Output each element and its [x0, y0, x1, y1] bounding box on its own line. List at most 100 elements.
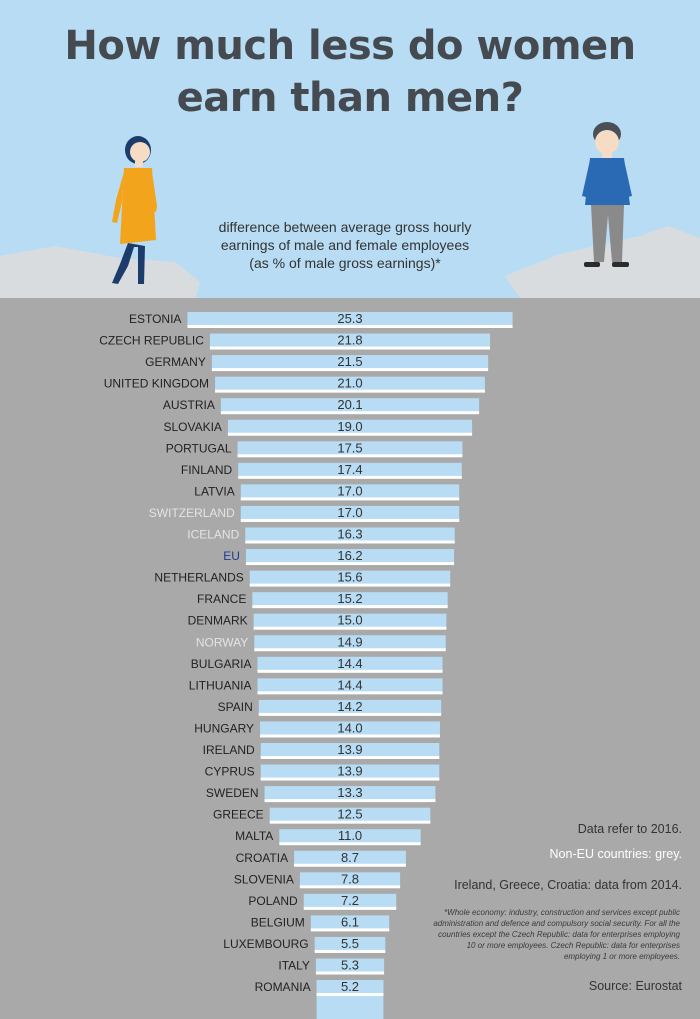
bar-highlight	[227, 432, 473, 436]
value-label: 19.0	[337, 419, 362, 434]
bar	[249, 570, 451, 585]
country-label: SWEDEN	[206, 786, 259, 800]
country-label: DENMARK	[188, 614, 248, 628]
value-label: 20.1	[337, 397, 362, 412]
value-label: 14.0	[337, 720, 362, 735]
bar-highlight	[260, 734, 440, 738]
country-label: SLOVAKIA	[163, 420, 221, 434]
bar	[257, 678, 443, 693]
country-label: HUNGARY	[194, 721, 254, 735]
country-label: BULGARIA	[191, 657, 252, 671]
woman-arm-right	[149, 172, 157, 212]
bar-highlight	[254, 648, 446, 652]
bar	[316, 980, 384, 995]
bar-highlight	[245, 562, 455, 566]
value-label: 7.2	[341, 893, 359, 908]
value-label: 12.5	[337, 807, 362, 822]
bar	[215, 376, 485, 391]
bar	[314, 936, 386, 951]
country-label: SPAIN	[218, 700, 253, 714]
country-label: CROATIA	[236, 851, 288, 865]
source-note: Source: Eurostat	[588, 979, 682, 993]
bar-highlight	[245, 540, 455, 544]
bar	[299, 872, 401, 887]
value-label: 16.2	[337, 548, 362, 563]
chart-subtitle: difference between average gross hourly …	[190, 218, 500, 272]
value-label: 21.0	[337, 376, 362, 391]
country-label: CYPRUS	[205, 765, 255, 779]
bar	[269, 807, 431, 822]
bar	[260, 764, 440, 779]
country-label: GREECE	[213, 808, 264, 822]
man-face	[595, 130, 619, 154]
value-label: 14.4	[337, 656, 362, 671]
woman-dress	[120, 168, 156, 244]
bar-highlight	[279, 842, 421, 846]
value-label: 14.9	[337, 634, 362, 649]
country-label: ROMANIA	[255, 980, 311, 994]
bar-highlight	[315, 971, 385, 975]
country-label: NETHERLANDS	[154, 571, 243, 585]
bar	[252, 592, 448, 607]
bar	[254, 635, 446, 650]
value-label: 15.0	[337, 613, 362, 628]
bar-highlight	[253, 626, 447, 630]
bar-highlight	[316, 993, 384, 997]
bar	[209, 333, 491, 348]
bar	[258, 699, 442, 714]
bar	[260, 743, 440, 757]
subtitle-line-2: earnings of male and female employees	[220, 237, 470, 253]
bar-highlight	[260, 756, 440, 759]
bar	[238, 462, 462, 477]
country-label: SWITZERLAND	[149, 506, 235, 520]
bar-highlight	[303, 906, 397, 910]
page-title: How much less do women earn than men?	[0, 20, 700, 124]
value-label: 21.8	[337, 333, 362, 348]
value-label: 17.4	[337, 462, 362, 477]
value-label: 7.8	[341, 871, 359, 886]
value-label: 5.2	[341, 979, 359, 994]
woman-face	[130, 142, 150, 162]
bar-highlight	[215, 389, 485, 393]
bar	[211, 355, 489, 370]
bar	[237, 441, 463, 456]
left-cliff-top	[0, 246, 200, 298]
country-label: FRANCE	[197, 592, 246, 606]
country-label: MALTA	[235, 829, 273, 843]
country-label: EU	[223, 549, 240, 563]
bar	[303, 893, 397, 908]
bar-highlight	[238, 475, 462, 479]
footnote: *Whole economy: industry, construction a…	[433, 908, 680, 961]
bar-highlight	[209, 346, 491, 350]
country-label: LATVIA	[194, 484, 234, 498]
bar-highlight	[252, 605, 448, 609]
bars-group	[187, 312, 513, 1019]
value-label: 6.1	[341, 914, 359, 929]
bar	[279, 829, 421, 844]
woman-figure	[112, 136, 157, 284]
value-label: 15.6	[337, 570, 362, 585]
subtitle-line-1: difference between average gross hourly	[218, 219, 472, 235]
man-shoe-left	[584, 262, 600, 267]
country-label: LUXEMBOURG	[223, 937, 308, 951]
bar	[240, 505, 460, 520]
bar	[245, 527, 455, 542]
woman-neck	[135, 161, 143, 167]
man-trousers	[591, 205, 624, 262]
bar-highlight	[249, 583, 451, 587]
bar-highlight	[260, 777, 440, 781]
bar	[240, 484, 460, 499]
title-line-1: How much less do women	[64, 23, 636, 69]
bar-highlight	[264, 799, 436, 803]
value-labels-group: 25.3 21.8 21.5 21.0 20.1 19.0 17.5 17.4 17.0 17.0…	[337, 311, 362, 994]
bar	[187, 312, 513, 326]
bar-highlight	[294, 863, 406, 867]
note-data-year: Data refer to 2016.	[577, 822, 682, 836]
bar-highlight	[299, 885, 401, 889]
value-label: 21.5	[337, 354, 362, 369]
value-label: 25.3	[337, 311, 362, 326]
title-line-2: earn than men?	[176, 75, 524, 121]
value-label: 5.3	[341, 958, 359, 973]
man-sweater	[585, 158, 630, 205]
value-label: 13.9	[337, 764, 362, 779]
